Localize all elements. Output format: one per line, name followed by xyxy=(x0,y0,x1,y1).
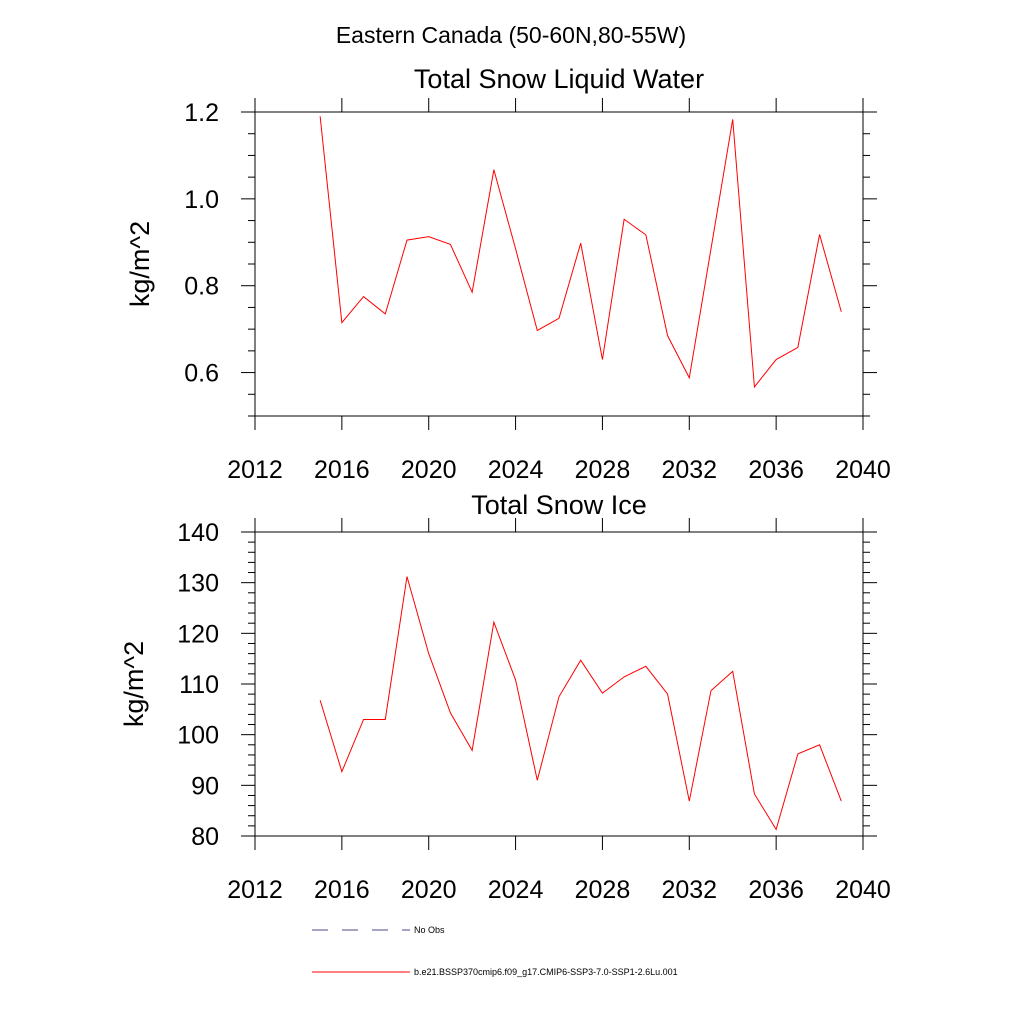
chart-top-ytick-label: 0.6 xyxy=(184,360,219,388)
chart-bottom-series-line xyxy=(319,576,842,831)
chart-top-xtick-label: 2032 xyxy=(661,456,717,484)
chart-top-ytick-label: 0.8 xyxy=(184,273,219,301)
chart-bottom-xtick-label: 2020 xyxy=(401,876,457,904)
chart-top-xtick-label: 2040 xyxy=(835,456,891,484)
chart-top-series-line xyxy=(319,116,842,389)
chart-top-xtick-label: 2024 xyxy=(488,456,544,484)
chart-top-title: Total Snow Liquid Water xyxy=(414,64,704,94)
chart-bottom-ytick-label: 110 xyxy=(179,671,219,699)
chart-bottom-ytick-label: 90 xyxy=(191,772,219,800)
chart-top-lines xyxy=(319,116,842,389)
chart-bottom-frame xyxy=(254,531,864,837)
chart-bottom-lines xyxy=(319,576,842,831)
chart-bottom-ylabel: kg/m^2 xyxy=(119,641,149,727)
chart-bottom-xtick-label: 2024 xyxy=(488,876,544,904)
chart-bottom-xtick-label: 2016 xyxy=(314,876,370,904)
legend-model-label: b.e21.BSSP370cmip6.f09_g17.CMIP6-SSP3-7.… xyxy=(414,967,678,977)
chart-top: Total Snow Liquid Water kg/m^2 2012 2016 2… xyxy=(125,64,891,484)
legend: No Obs b.e21.BSSP370cmip6.f09_g17.CMIP6-… xyxy=(312,925,678,977)
chart-bottom-ytick-label: 100 xyxy=(177,722,219,750)
chart-bottom-axes: 2012 2016 2020 2024 2028 2032 2036 2040 80 90 100 1… xyxy=(177,518,891,904)
chart-bottom-xtick-label: 2028 xyxy=(575,876,631,904)
chart-bottom-title: Total Snow Ice xyxy=(471,490,647,520)
chart-bottom-xtick-label: 2036 xyxy=(748,876,804,904)
chart-bottom-ytick-label: 120 xyxy=(177,620,219,648)
legend-no-obs-label: No Obs xyxy=(414,925,445,935)
chart-top-xtick-label: 2036 xyxy=(748,456,804,484)
chart-top-frame xyxy=(254,111,864,417)
chart-bottom-ytick-label: 140 xyxy=(177,519,219,547)
chart-bottom-ytick-label: 130 xyxy=(177,570,219,598)
chart-top-ylabel: kg/m^2 xyxy=(125,221,155,307)
chart-top-ytick-label: 1.0 xyxy=(184,186,219,214)
chart-top-xtick-label: 2012 xyxy=(227,456,283,484)
chart-top-xtick-label: 2020 xyxy=(401,456,457,484)
chart-bottom-ytick-label: 80 xyxy=(191,823,219,851)
chart-top-xtick-label: 2028 xyxy=(575,456,631,484)
chart-top-axes: 2012 2016 2020 2024 2028 2032 2036 2040 0.6 0.8 1.… xyxy=(184,98,891,484)
chart-top-xtick-label: 2016 xyxy=(314,456,370,484)
figure-suptitle: Eastern Canada (50-60N,80-55W) xyxy=(336,22,686,48)
chart-bottom-xtick-label: 2032 xyxy=(661,876,717,904)
chart-top-ytick-label: 1.2 xyxy=(184,99,219,127)
chart-bottom-xtick-label: 2040 xyxy=(835,876,891,904)
chart-bottom-xtick-label: 2012 xyxy=(227,876,283,904)
chart-bottom: Total Snow Ice kg/m^2 2012 2016 2020 2024 20… xyxy=(119,490,891,904)
